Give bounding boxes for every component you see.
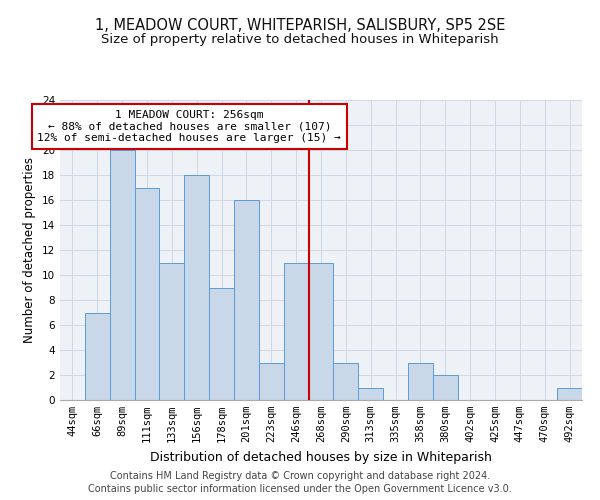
Bar	[234, 200, 259, 400]
Bar	[259, 362, 284, 400]
Bar	[358, 388, 383, 400]
Text: Contains HM Land Registry data © Crown copyright and database right 2024.: Contains HM Land Registry data © Crown c…	[110, 471, 490, 481]
Bar	[308, 262, 334, 400]
Bar	[110, 150, 134, 400]
Text: Size of property relative to detached houses in Whiteparish: Size of property relative to detached ho…	[101, 32, 499, 46]
Bar	[184, 175, 209, 400]
Text: Contains public sector information licensed under the Open Government Licence v3: Contains public sector information licen…	[88, 484, 512, 494]
Bar	[408, 362, 433, 400]
Bar	[160, 262, 184, 400]
Y-axis label: Number of detached properties: Number of detached properties	[23, 157, 37, 343]
Bar	[85, 312, 110, 400]
Bar	[284, 262, 308, 400]
Bar	[334, 362, 358, 400]
Bar	[433, 375, 458, 400]
Bar	[134, 188, 160, 400]
Bar	[557, 388, 582, 400]
X-axis label: Distribution of detached houses by size in Whiteparish: Distribution of detached houses by size …	[150, 450, 492, 464]
Bar	[209, 288, 234, 400]
Text: 1, MEADOW COURT, WHITEPARISH, SALISBURY, SP5 2SE: 1, MEADOW COURT, WHITEPARISH, SALISBURY,…	[95, 18, 505, 32]
Text: 1 MEADOW COURT: 256sqm
← 88% of detached houses are smaller (107)
12% of semi-de: 1 MEADOW COURT: 256sqm ← 88% of detached…	[37, 110, 341, 143]
